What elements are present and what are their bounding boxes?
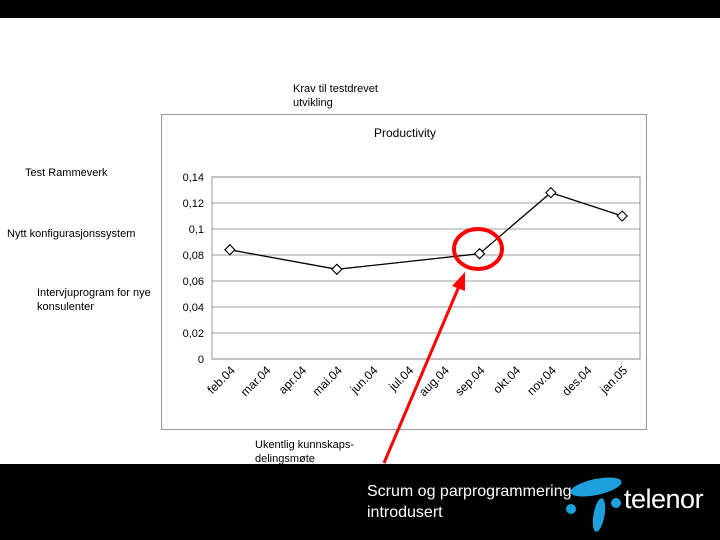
callout-scrum: Scrum og parprogrammering introdusert — [367, 483, 572, 521]
productivity-chart: Productivity 0 0,02 0,04 0,06 0,08 0,1 0,12 0,14… — [161, 114, 647, 430]
y-tick-label: 0,1 — [189, 224, 204, 236]
note-intervjuprogram: Intervjuprogram for nye konsulenter — [37, 287, 151, 313]
y-tick-label: 0,06 — [183, 276, 204, 288]
note-ukentlig-mote: Ukentlig kunnskaps-delingsmøte — [255, 439, 355, 464]
data-point-marker — [545, 186, 557, 199]
red-arrow-head — [452, 272, 465, 291]
top-bar — [0, 0, 720, 18]
y-tick-label: 0,08 — [183, 250, 204, 262]
note-test-rammeverk: Test Rammeverk — [25, 167, 108, 179]
plot-area-border — [211, 176, 641, 360]
y-tick-label: 0 — [198, 354, 204, 366]
note-konfigurasjonssystem: Nytt konfigurasjonssystem — [7, 228, 136, 240]
red-arrow-line — [382, 283, 462, 464]
note-testdrevet: Krav til testdrevet utvikling — [293, 83, 378, 109]
chart-canvas: Productivity 0 0,02 0,04 0,06 0,08 0,1 0,12 0,14… — [183, 126, 641, 399]
y-tick-label: 0,12 — [183, 198, 204, 210]
telenor-logo-text: telenor — [624, 484, 704, 514]
telenor-logo-icon — [566, 477, 622, 532]
y-tick-label: 0,14 — [183, 172, 204, 184]
chart-title: Productivity — [374, 126, 436, 140]
highlight-circle — [452, 227, 504, 271]
data-point-marker — [331, 263, 343, 276]
data-point-marker — [224, 244, 236, 256]
data-point-marker — [616, 210, 628, 222]
y-tick-label: 0,02 — [183, 328, 204, 340]
data-point-marker — [473, 247, 486, 260]
y-tick-label: 0,04 — [183, 302, 204, 314]
